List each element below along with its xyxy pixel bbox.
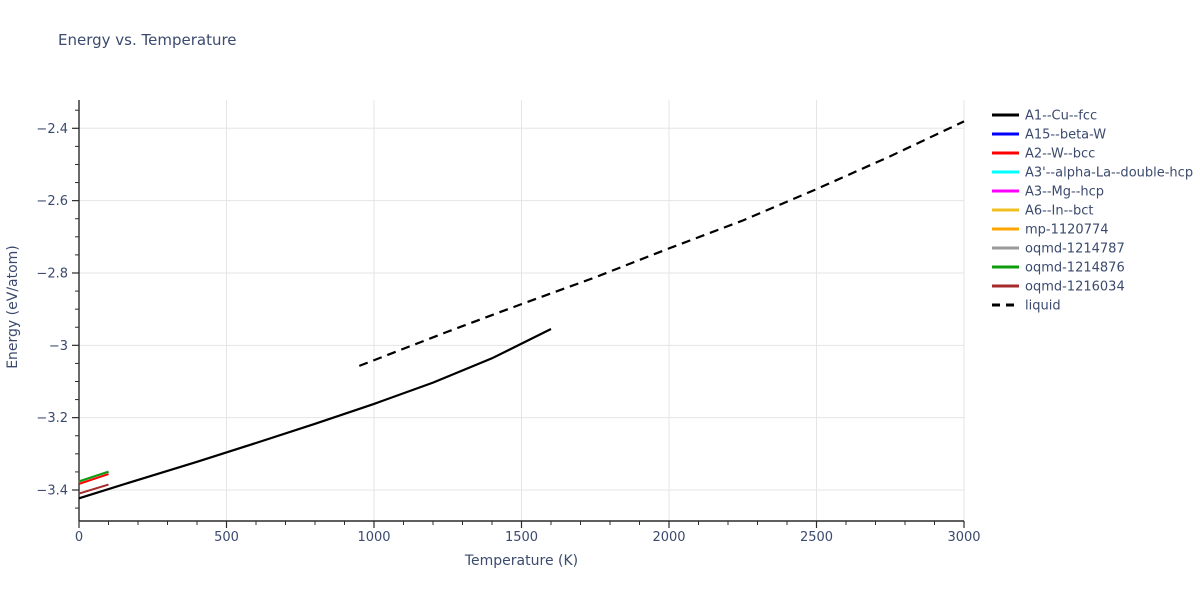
series-line-a2-w-bcc bbox=[78, 473, 109, 485]
legend-label: A2--W--bcc bbox=[1025, 147, 1095, 162]
x-tick-label: 3000 bbox=[947, 530, 980, 545]
series-line-oqmd-1214876 bbox=[78, 470, 109, 483]
x-tick-label: 2000 bbox=[652, 530, 685, 545]
legend-label: oqmd-1216034 bbox=[1025, 280, 1125, 295]
chart-title: Energy vs. Temperature bbox=[58, 31, 237, 49]
legend-label: A15--beta-W bbox=[1025, 128, 1106, 143]
legend-label: A3'--alpha-La--double-hcp bbox=[1025, 166, 1193, 181]
x-tick-label: 2500 bbox=[800, 530, 833, 545]
legend-label: A6--In--bct bbox=[1025, 204, 1094, 219]
series-line-liquid bbox=[358, 120, 965, 367]
legend-label: oqmd-1214876 bbox=[1025, 261, 1125, 276]
y-tick-label: −3.4 bbox=[36, 484, 68, 499]
y-tick-label: −2.8 bbox=[36, 266, 68, 281]
legend-label: mp-1120774 bbox=[1025, 223, 1109, 238]
series-line-a1-cu-fcc bbox=[78, 328, 552, 500]
legend-label: A1--Cu--fcc bbox=[1025, 109, 1097, 124]
y-tick-label: −2.6 bbox=[36, 194, 68, 209]
x-tick-label: 0 bbox=[75, 530, 83, 545]
y-tick-label: −2.4 bbox=[36, 122, 68, 137]
y-tick-label: −3.2 bbox=[36, 411, 68, 426]
series-line-oqmd-1216034 bbox=[78, 483, 109, 495]
y-tick-label: −3 bbox=[49, 339, 68, 354]
x-tick-label: 1000 bbox=[357, 530, 390, 545]
x-tick-label: 1500 bbox=[505, 530, 538, 545]
y-axis-title: Energy (eV/atom) bbox=[5, 245, 21, 369]
legend-label: liquid bbox=[1025, 299, 1061, 314]
x-tick-label: 500 bbox=[214, 530, 239, 545]
legend-label: A3--Mg--hcp bbox=[1025, 185, 1104, 200]
x-axis-title: Temperature (K) bbox=[464, 553, 579, 569]
legend-label: oqmd-1214787 bbox=[1025, 242, 1125, 257]
